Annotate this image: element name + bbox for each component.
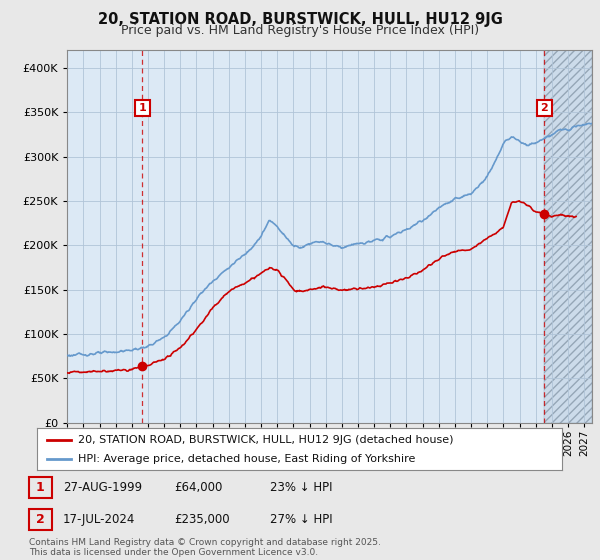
Text: 1: 1 [36, 480, 44, 494]
Text: Price paid vs. HM Land Registry's House Price Index (HPI): Price paid vs. HM Land Registry's House … [121, 24, 479, 36]
Text: 20, STATION ROAD, BURSTWICK, HULL, HU12 9JG: 20, STATION ROAD, BURSTWICK, HULL, HU12 … [98, 12, 502, 27]
Bar [544, 50, 592, 423]
Text: 17-JUL-2024: 17-JUL-2024 [63, 513, 136, 526]
Text: £235,000: £235,000 [174, 513, 230, 526]
Text: £64,000: £64,000 [174, 480, 223, 494]
Text: 23% ↓ HPI: 23% ↓ HPI [270, 480, 332, 494]
Text: 2: 2 [36, 513, 44, 526]
Text: 20, STATION ROAD, BURSTWICK, HULL, HU12 9JG (detached house): 20, STATION ROAD, BURSTWICK, HULL, HU12 … [78, 435, 454, 445]
Text: HPI: Average price, detached house, East Riding of Yorkshire: HPI: Average price, detached house, East… [78, 454, 416, 464]
Text: 1: 1 [139, 103, 146, 113]
Text: 27% ↓ HPI: 27% ↓ HPI [270, 513, 332, 526]
Text: 2: 2 [541, 103, 548, 113]
Text: Contains HM Land Registry data © Crown copyright and database right 2025.
This d: Contains HM Land Registry data © Crown c… [29, 538, 380, 557]
Text: 27-AUG-1999: 27-AUG-1999 [63, 480, 142, 494]
